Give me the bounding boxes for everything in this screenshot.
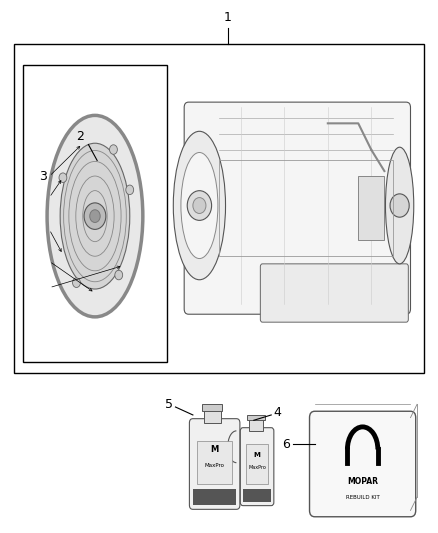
Bar xyxy=(193,489,237,505)
Text: 2: 2 xyxy=(76,130,84,143)
FancyBboxPatch shape xyxy=(310,411,416,517)
Circle shape xyxy=(59,173,67,182)
Text: MaxPro: MaxPro xyxy=(205,463,225,468)
Bar xyxy=(243,489,271,503)
Bar xyxy=(358,176,385,240)
Text: MOPAR: MOPAR xyxy=(347,477,378,486)
Circle shape xyxy=(84,203,106,229)
Bar xyxy=(247,415,265,420)
Circle shape xyxy=(110,145,117,155)
Bar xyxy=(23,65,167,362)
Ellipse shape xyxy=(385,147,414,264)
Ellipse shape xyxy=(173,131,226,280)
Circle shape xyxy=(187,191,212,220)
FancyBboxPatch shape xyxy=(240,427,274,506)
Text: 1: 1 xyxy=(224,11,232,24)
FancyBboxPatch shape xyxy=(260,264,408,322)
Circle shape xyxy=(126,185,134,195)
Ellipse shape xyxy=(60,143,130,289)
Bar xyxy=(250,419,263,431)
Text: REBUILD KIT: REBUILD KIT xyxy=(346,495,379,499)
Text: 3: 3 xyxy=(39,170,47,183)
Circle shape xyxy=(390,194,409,217)
Text: 6: 6 xyxy=(283,438,290,450)
Bar xyxy=(14,44,424,373)
Bar xyxy=(204,410,221,423)
Ellipse shape xyxy=(181,152,218,259)
FancyBboxPatch shape xyxy=(189,419,240,510)
Bar xyxy=(197,441,232,484)
Bar xyxy=(247,444,268,484)
Bar xyxy=(219,160,393,256)
FancyBboxPatch shape xyxy=(184,102,410,314)
Circle shape xyxy=(90,210,100,222)
Circle shape xyxy=(115,270,123,280)
Bar xyxy=(201,405,223,411)
Text: MaxPro: MaxPro xyxy=(248,465,266,471)
Text: 4: 4 xyxy=(274,406,282,419)
Text: 5: 5 xyxy=(165,398,173,411)
Text: M: M xyxy=(211,445,219,454)
Text: M: M xyxy=(254,452,261,458)
Circle shape xyxy=(193,198,206,214)
Ellipse shape xyxy=(47,115,143,317)
Circle shape xyxy=(73,278,81,287)
